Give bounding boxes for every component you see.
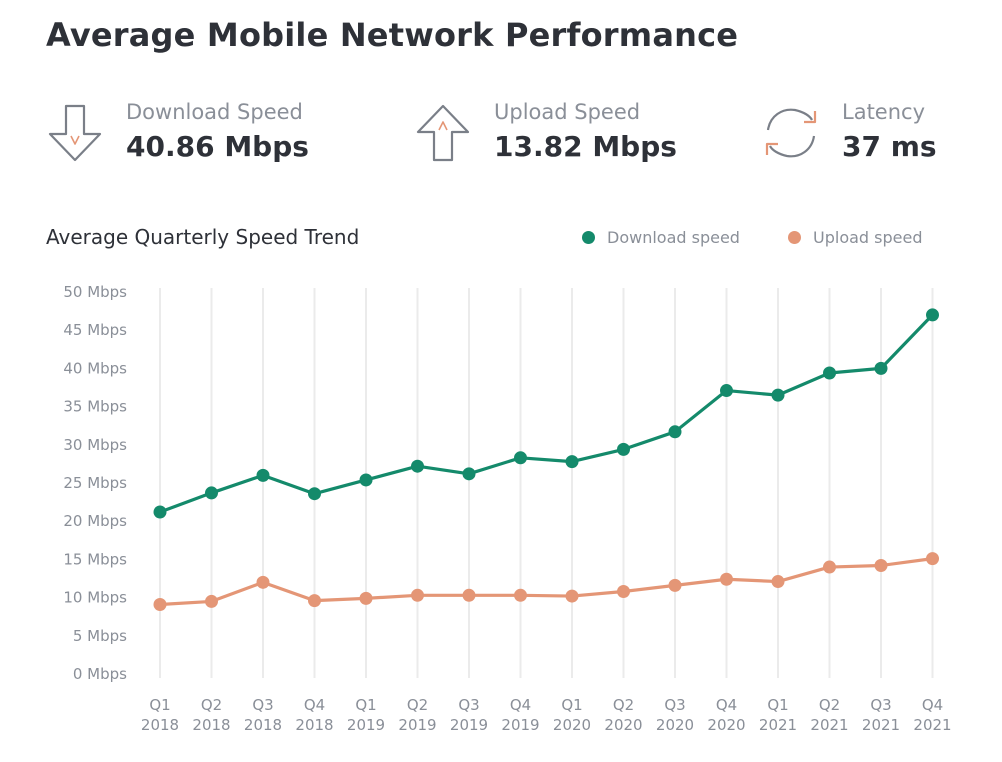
x-tick-label-year: 2018 (244, 716, 282, 734)
y-tick-label: 35 Mbps (63, 398, 127, 416)
x-tick-label-quarter: Q3 (252, 696, 273, 714)
download-speed-point (359, 473, 373, 487)
refresh-icon (765, 108, 817, 158)
upload-speed-point (823, 560, 836, 574)
upload-speed-label: Upload Speed (494, 100, 641, 124)
y-tick-label: 15 Mbps (63, 550, 127, 568)
legend-item-download[interactable]: Download speed (582, 228, 740, 247)
x-tick-label-quarter: Q1 (149, 696, 170, 714)
x-tick-label-quarter: Q1 (561, 696, 582, 714)
x-tick-label-year: 2021 (913, 716, 951, 734)
x-tick-label-year: 2021 (759, 716, 797, 734)
x-tick-label-year: 2019 (347, 716, 385, 734)
x-tick-label-quarter: Q2 (201, 696, 222, 714)
y-tick-label: 25 Mbps (63, 474, 127, 492)
upload-speed-value: 13.82 Mbps (494, 130, 677, 163)
x-tick-label-quarter: Q4 (304, 696, 325, 714)
upload-speed-point (308, 594, 321, 608)
y-tick-label: 45 Mbps (63, 321, 127, 339)
download-speed-value: 40.86 Mbps (126, 130, 309, 163)
download-speed-point (514, 451, 527, 465)
upload-speed-point (205, 594, 218, 608)
x-tick-label-year: 2020 (656, 716, 694, 734)
x-tick-label-quarter: Q3 (664, 696, 685, 714)
x-tick-label-quarter: Q4 (716, 696, 737, 714)
download-speed-point (617, 442, 630, 456)
x-tick-label-quarter: Q2 (819, 696, 840, 714)
x-tick-label-quarter: Q2 (613, 696, 634, 714)
latency-label: Latency (842, 100, 926, 124)
download-speed-point (205, 486, 218, 500)
x-tick-label-year: 2021 (810, 716, 848, 734)
download-speed-point (823, 366, 836, 380)
upload-speed-point (153, 597, 167, 611)
download-speed-point (926, 308, 939, 322)
upload-speed-point (926, 552, 939, 566)
legend-upload-marker (788, 231, 801, 244)
x-tick-label-year: 2018 (295, 716, 333, 734)
upload-speed-point (411, 588, 424, 602)
x-tick-label-year: 2020 (707, 716, 745, 734)
page-title: Average Mobile Network Performance (46, 16, 739, 54)
upload-speed-point (617, 584, 630, 598)
upload-speed-point (668, 578, 682, 592)
y-tick-label: 0 Mbps (73, 665, 127, 683)
download-speed-point (668, 425, 682, 439)
speed-trend-chart: 0 Mbps 5 Mbps 10 Mbps 15 Mbps 20 Mbps 25 Mbps… (63, 283, 951, 734)
x-tick-label-year: 2021 (862, 716, 900, 734)
y-tick-label: 30 Mbps (63, 436, 127, 454)
arrow-up-icon (416, 104, 470, 162)
legend-item-upload[interactable]: Upload speed (788, 228, 922, 247)
upload-speed-point (771, 575, 785, 589)
x-tick-label-quarter: Q2 (407, 696, 428, 714)
download-speed-line (159, 313, 934, 514)
download-speed-point (874, 361, 888, 375)
x-tick-label-year: 2018 (141, 716, 179, 734)
upload-speed-point (565, 589, 579, 603)
chart-title: Average Quarterly Speed Trend (46, 225, 360, 249)
x-tick-label-year: 2018 (192, 716, 230, 734)
download-speed-point (256, 468, 270, 482)
x-tick-label-quarter: Q4 (922, 696, 943, 714)
x-tick-label-quarter: Q1 (355, 696, 376, 714)
legend-download-marker (582, 231, 595, 244)
upload-speed-point (874, 559, 888, 573)
download-speed-point (462, 467, 476, 481)
legend-upload-label: Upload speed (813, 228, 923, 247)
x-tick-label-quarter: Q3 (458, 696, 479, 714)
x-tick-label-quarter: Q4 (510, 696, 531, 714)
arrow-down-icon (48, 104, 102, 162)
download-speed-point (308, 487, 321, 501)
y-tick-label: 10 Mbps (63, 589, 127, 607)
download-speed-point (720, 384, 733, 398)
download-speed-point (153, 505, 167, 519)
x-tick-label-year: 2020 (553, 716, 591, 734)
download-speed-label: Download Speed (126, 100, 303, 124)
y-tick-label: 50 Mbps (63, 283, 127, 301)
upload-speed-point (462, 588, 476, 602)
upload-speed-point (720, 572, 733, 586)
upload-speed-line (159, 557, 933, 607)
x-tick-label-year: 2019 (501, 716, 539, 734)
upload-speed-point (514, 588, 527, 602)
y-tick-label: 20 Mbps (63, 512, 127, 530)
legend-download-label: Download speed (607, 228, 740, 247)
upload-speed-point (359, 591, 373, 605)
x-tick-label-quarter: Q3 (870, 696, 891, 714)
x-tick-label-year: 2019 (450, 716, 488, 734)
x-tick-label-year: 2020 (604, 716, 642, 734)
latency-value: 37 ms (842, 130, 937, 163)
download-speed-point (565, 455, 579, 469)
x-tick-label-year: 2019 (398, 716, 436, 734)
y-tick-label: 5 Mbps (73, 627, 127, 645)
y-tick-label: 40 Mbps (63, 359, 127, 377)
x-tick-label-quarter: Q1 (767, 696, 788, 714)
download-speed-point (411, 459, 424, 473)
download-speed-point (771, 388, 785, 402)
upload-speed-point (256, 575, 270, 589)
